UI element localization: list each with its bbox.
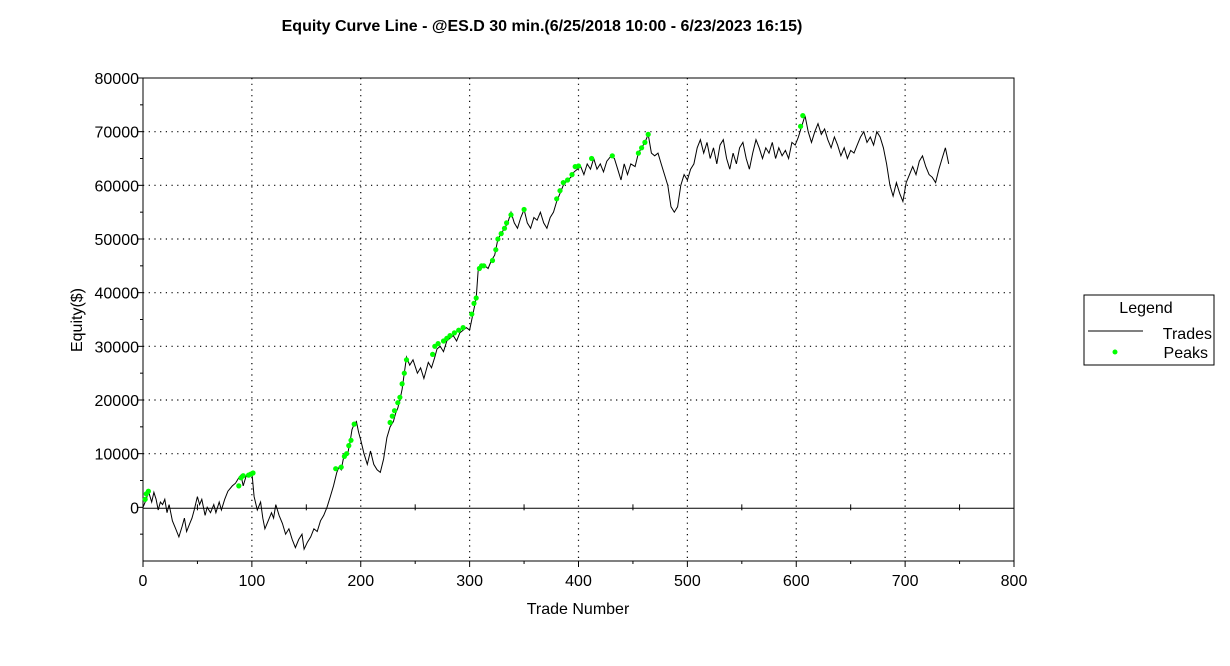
peak-marker — [430, 351, 436, 357]
x-tick-label: 800 — [1001, 573, 1028, 590]
peak-marker — [498, 231, 504, 237]
peak-marker — [471, 300, 477, 306]
peak-marker — [560, 180, 566, 186]
x-tick-label: 300 — [456, 573, 483, 590]
legend-marker-peaks-icon — [1112, 349, 1118, 355]
legend: Legend Trades Peaks — [1083, 294, 1215, 366]
peak-marker — [397, 394, 403, 400]
peak-marker — [333, 466, 339, 472]
y-tick-label: 50000 — [95, 232, 140, 249]
peak-marker — [569, 172, 575, 178]
grid — [143, 78, 1014, 561]
peak-marker — [489, 257, 496, 264]
chart-title: Equity Curve Line - @ES.D 30 min.(6/25/2… — [282, 18, 803, 35]
peak-marker — [460, 325, 466, 331]
peak-marker — [609, 153, 615, 159]
peak-marker — [451, 330, 457, 336]
peak-marker — [495, 236, 501, 242]
peak-marker — [142, 496, 148, 502]
y-tick-labels: 0 10000 20000 30000 40000 50000 60000 70000 8000… — [95, 71, 140, 517]
peak-marker — [521, 206, 527, 213]
peak-marker — [391, 408, 398, 414]
peak-marker — [401, 370, 407, 376]
x-axis-title: Trade Number — [527, 601, 630, 618]
peak-marker — [338, 464, 344, 470]
peak-marker — [639, 145, 645, 151]
series-layer — [142, 113, 950, 551]
legend-box — [1083, 294, 1215, 366]
peak-marker — [501, 225, 508, 231]
peak-marker — [473, 295, 479, 301]
peak-marker — [508, 212, 514, 218]
peak-marker — [645, 131, 651, 137]
x-tick-label: 0 — [139, 573, 148, 590]
peak-marker — [348, 437, 354, 443]
peak-marker — [554, 196, 560, 202]
legend-label-trades: Trades — [1163, 326, 1212, 343]
peak-marker — [447, 333, 453, 339]
peak-marker — [351, 421, 357, 427]
axis-ticks — [137, 77, 1015, 567]
peak-marker — [589, 155, 595, 162]
peak-marker — [236, 483, 242, 489]
peak-marker — [389, 413, 395, 419]
peak-marker — [565, 177, 571, 183]
x-tick-label: 200 — [347, 573, 374, 590]
peak-marker — [575, 163, 582, 169]
x-tick-label: 600 — [783, 573, 810, 590]
peak-marker — [456, 327, 462, 333]
peak-marker — [399, 381, 405, 387]
peak-marker — [798, 123, 804, 129]
peak-marker — [395, 400, 401, 406]
x-tick-label: 700 — [892, 573, 919, 590]
y-tick-label: 30000 — [95, 339, 140, 356]
y-tick-label: 10000 — [95, 447, 140, 464]
x-tick-label: 400 — [565, 573, 592, 590]
y-tick-label: 20000 — [95, 393, 140, 410]
peak-marker — [240, 473, 246, 479]
peak-marker — [557, 188, 563, 194]
y-tick-label: 40000 — [95, 286, 140, 303]
peak-marker — [250, 470, 256, 476]
y-tick-label: 70000 — [95, 125, 140, 142]
x-tick-label: 500 — [674, 573, 701, 590]
legend-label-peaks: Peaks — [1164, 345, 1208, 362]
peak-marker — [504, 220, 510, 226]
y-tick-label: 0 — [130, 500, 139, 517]
peak-marker — [435, 341, 441, 347]
peak-marker — [800, 113, 806, 119]
peak-marker — [145, 488, 151, 494]
peak-marker — [346, 443, 352, 449]
x-tick-labels: 0 100 200 300 400 500 600 700 800 — [139, 573, 1028, 590]
y-tick-label: 80000 — [95, 71, 140, 88]
trades-series-line — [142, 115, 950, 551]
peak-marker — [635, 150, 642, 156]
peak-marker — [403, 357, 410, 363]
peak-marker — [642, 139, 648, 145]
peak-marker — [481, 263, 487, 269]
y-axis-title: Equity($) — [69, 288, 86, 352]
peak-marker — [344, 451, 350, 457]
peak-marker — [469, 311, 475, 317]
x-tick-label: 100 — [239, 573, 266, 590]
peak-marker — [493, 247, 499, 253]
peak-marker — [387, 419, 393, 426]
legend-title: Legend — [1119, 300, 1172, 317]
y-tick-label: 60000 — [95, 178, 140, 195]
